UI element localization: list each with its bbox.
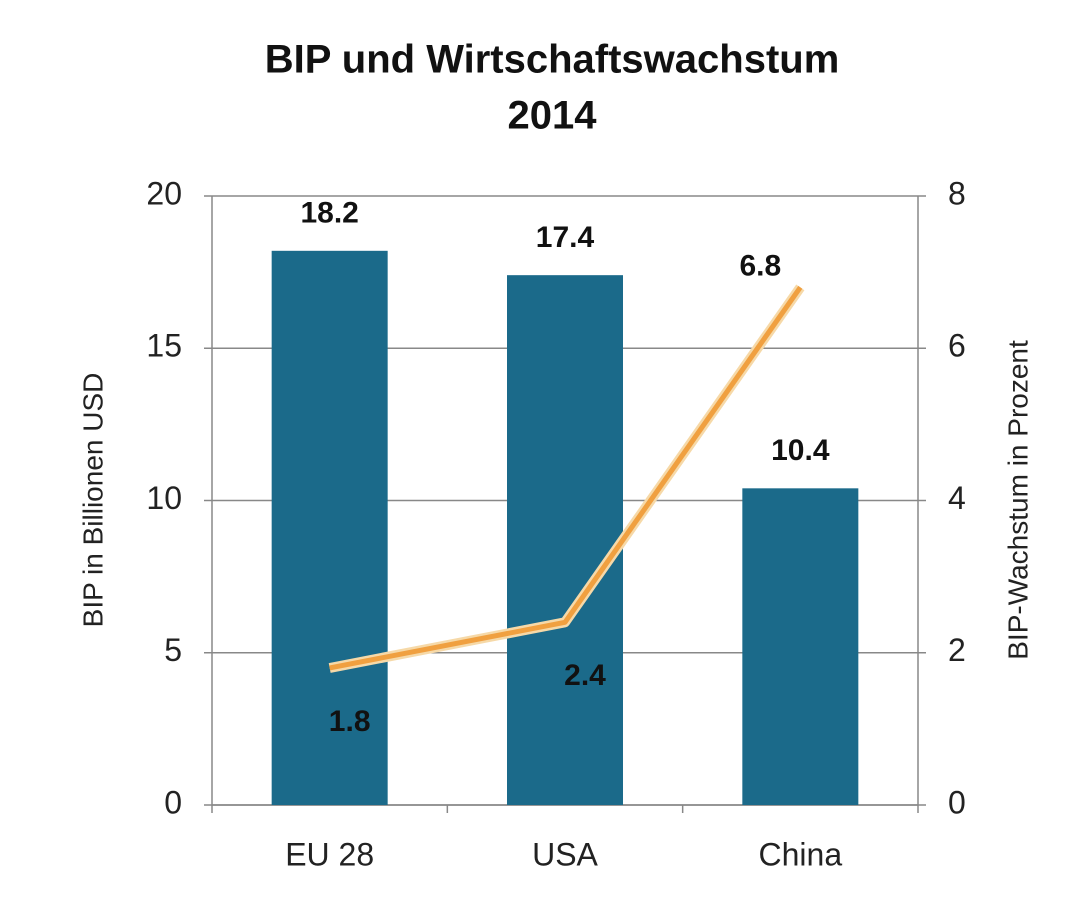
x-tick-label: EU 28 [285, 836, 374, 872]
y2-tick-label: 6 [948, 328, 966, 364]
bar [271, 250, 388, 805]
chart-title: 2014 [508, 94, 598, 138]
y2-tick-label: 0 [948, 784, 966, 820]
y-tick-label: 15 [146, 328, 182, 364]
y2-tick-label: 2 [948, 632, 966, 668]
x-tick-label: China [759, 836, 843, 872]
y-tick-label: 10 [146, 480, 182, 516]
bar-value-label: 18.2 [300, 197, 358, 230]
y-axis-title: BIP in Billionen USD [77, 373, 108, 628]
y2-axis-title: BIP-Wachstum in Prozent [1002, 340, 1033, 660]
bar-value-label: 10.4 [771, 434, 830, 467]
bar-value-label: 17.4 [536, 221, 595, 254]
bar [742, 488, 859, 805]
line-value-label: 2.4 [564, 659, 606, 692]
y-tick-label: 5 [164, 632, 182, 668]
y2-tick-label: 4 [948, 480, 966, 516]
x-tick-label: USA [532, 836, 598, 872]
chart-title: BIP und Wirtschaftswachstum [265, 38, 840, 82]
y2-tick-label: 8 [948, 175, 966, 211]
bar [507, 275, 623, 805]
y-tick-label: 0 [164, 784, 182, 820]
line-value-label: 6.8 [739, 249, 781, 282]
y-tick-label: 20 [146, 175, 182, 211]
line-value-label: 1.8 [329, 705, 371, 738]
line [329, 285, 803, 671]
